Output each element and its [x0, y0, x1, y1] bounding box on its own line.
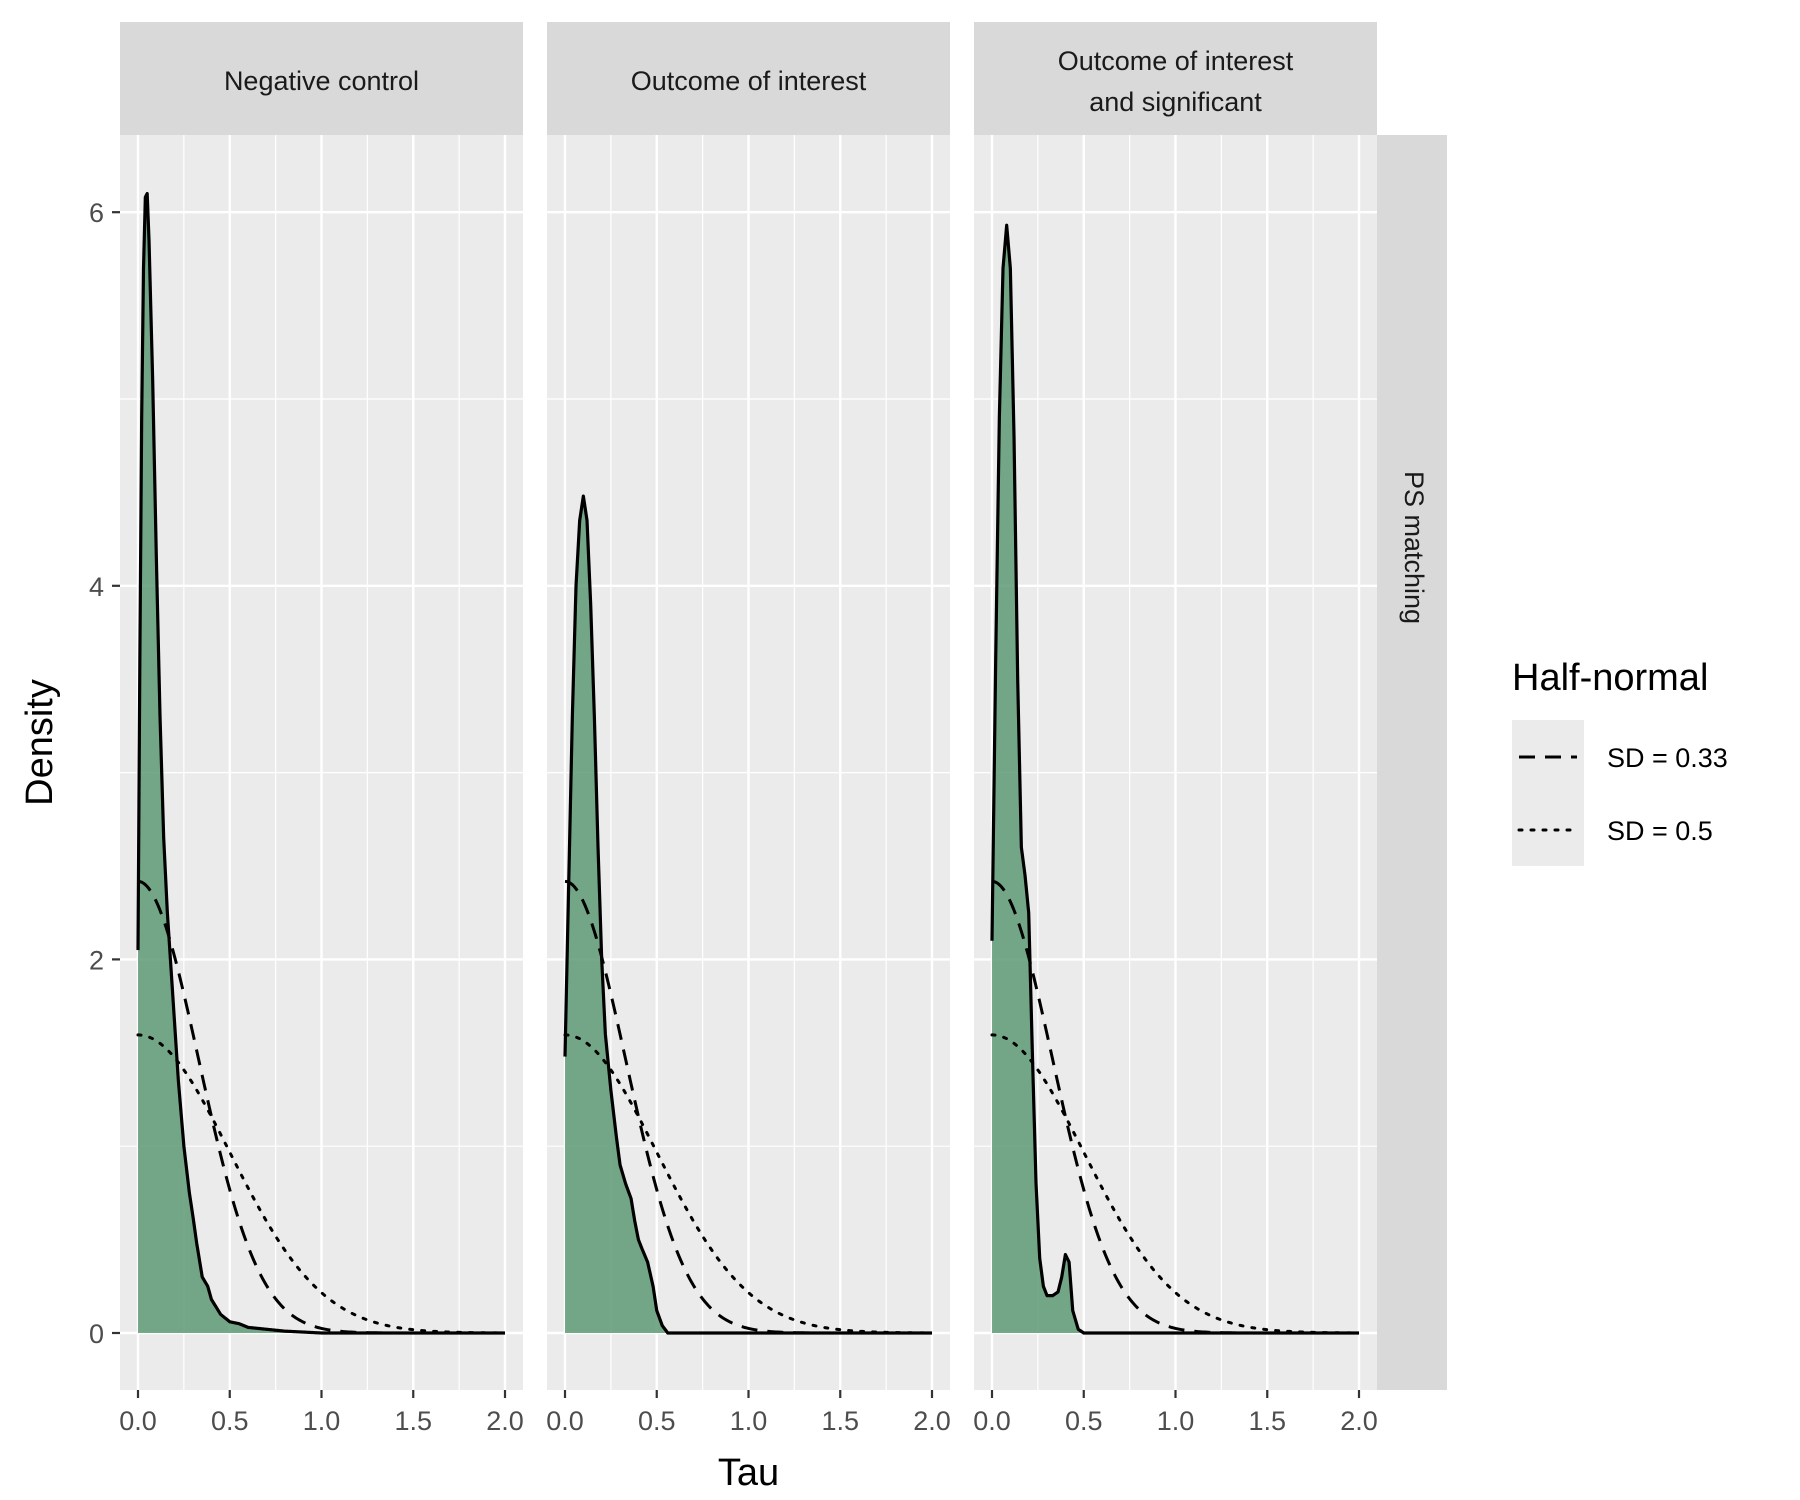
x-tick-label: 1.5: [394, 1406, 432, 1436]
density-line: [136, 191, 506, 1335]
legend-title: Half-normal: [1512, 657, 1708, 699]
x-tick-label: 2.0: [1340, 1406, 1378, 1436]
x-tick-label: 0.5: [638, 1406, 676, 1436]
y-tick-label: 4: [89, 572, 104, 602]
half-normal-sd033-curve: [564, 879, 932, 1335]
density-line: [990, 223, 1360, 1335]
panel-strip-label-3: Outcome of interest and significant: [1058, 46, 1294, 117]
legend-label-sd-05: SD = 0.5: [1607, 816, 1713, 846]
half-normal-sd05-curve: [563, 1033, 934, 1335]
panel-strip-line: and significant: [1089, 87, 1262, 117]
y-tick-label: 6: [89, 198, 104, 228]
panel-strip-2: [547, 22, 950, 135]
row-strip: PS matching: [1377, 135, 1447, 1390]
panel-2: Outcome of interest 0.0 0.5 1.0 1.5 2.0: [546, 22, 951, 1436]
legend-label-sd-033: SD = 0.33: [1607, 743, 1728, 773]
x-tick-label: 1.5: [821, 1406, 859, 1436]
y-axis: 0 2 4 6: [89, 198, 120, 1349]
y-tick-label: 2: [89, 945, 104, 975]
x-tick-label: 0.5: [211, 1406, 249, 1436]
row-strip-label: PS matching: [1399, 471, 1429, 624]
row-strip-background: [1377, 135, 1447, 1390]
x-tick-label: 1.5: [1248, 1406, 1286, 1436]
legend-key-background: [1512, 720, 1584, 866]
panel-strip-label-2: Outcome of interest: [631, 66, 867, 96]
legend: Half-normal SD = 0.33 SD = 0.5: [1512, 657, 1728, 866]
half-normal-sd05-curve: [990, 1033, 1361, 1335]
x-axis-title: Tau: [718, 1452, 779, 1494]
panel-3: Outcome of interest and significant 0.0 0.5…: [973, 22, 1378, 1436]
panel-1: Negative control 0.0 0.5 1.0 1.5 2.0: [119, 22, 524, 1436]
x-tick-label: 2.0: [913, 1406, 951, 1436]
half-normal-sd05-curve: [136, 1033, 507, 1335]
density-area: [992, 225, 1359, 1333]
panel-strip-3: [974, 22, 1377, 135]
density-area: [138, 193, 505, 1333]
x-tick-label: 1.0: [303, 1406, 341, 1436]
panel-strip-line: Outcome of interest: [1058, 46, 1294, 76]
half-normal-sd033-curve: [991, 879, 1359, 1335]
x-tick-label: 0.0: [119, 1406, 157, 1436]
x-tick-label: 0.0: [973, 1406, 1011, 1436]
panel-strip-1: [120, 22, 523, 135]
x-tick-label: 2.0: [486, 1406, 524, 1436]
x-tick-label: 0.0: [546, 1406, 584, 1436]
y-axis-title: Density: [19, 679, 61, 806]
density-line: [563, 494, 933, 1335]
x-tick-label: 0.5: [1065, 1406, 1103, 1436]
x-tick-label: 1.0: [730, 1406, 768, 1436]
y-tick-label: 0: [89, 1319, 104, 1349]
half-normal-sd033-curve: [137, 879, 505, 1335]
x-tick-label: 1.0: [1157, 1406, 1195, 1436]
density-area: [565, 496, 932, 1333]
panel-strip-label-1: Negative control: [224, 66, 419, 96]
